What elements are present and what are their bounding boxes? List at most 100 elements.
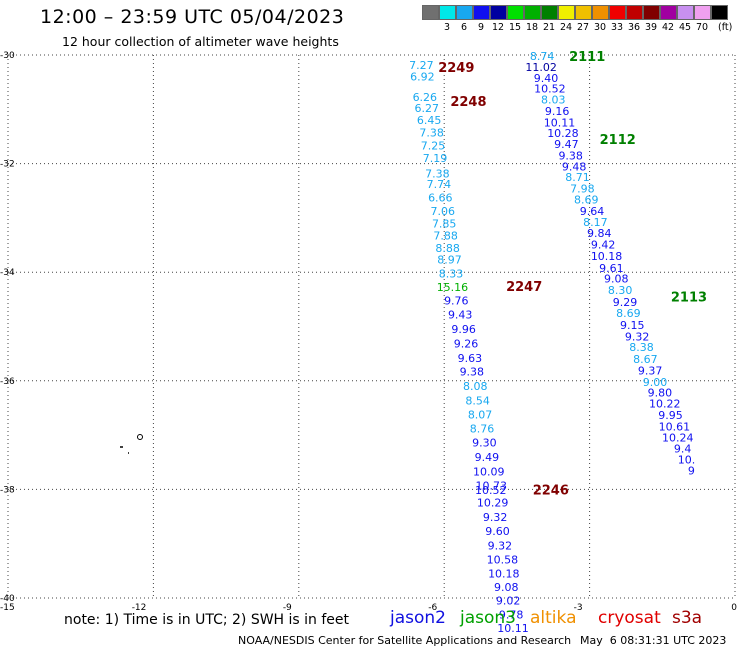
wave-height-value: 9.32 [625, 330, 650, 343]
wave-height-value: 9.38 [460, 366, 485, 379]
wave-height-value: 8.54 [465, 394, 490, 407]
lat-tick-label: -36 [0, 377, 15, 387]
wave-height-value: 9.4 [674, 443, 692, 456]
scale-swatch [541, 5, 558, 20]
pass-time-label: 2248 [450, 95, 486, 110]
wave-height-value: 8.38 [629, 341, 654, 354]
scale-label: 18 [525, 22, 539, 33]
credit-text: NOAA/NESDIS Center for Satellite Applica… [238, 634, 572, 647]
wave-height-value: 9.38 [558, 149, 583, 162]
wave-height-value: 10.52 [475, 484, 507, 497]
wave-height-value: 9.61 [599, 262, 624, 275]
wave-height-value: 9.32 [483, 511, 508, 524]
wave-height-value: 9.08 [604, 273, 629, 286]
satellite-jason2-label: jason2 [390, 608, 446, 628]
wave-height-value: 9.42 [591, 239, 616, 252]
wave-height-value: 10.52 [534, 83, 566, 96]
wave-height-value: 8.30 [608, 284, 633, 297]
scale-label: 30 [593, 22, 607, 33]
wave-height-value: 9.63 [458, 352, 483, 365]
wave-height-value: 9.96 [451, 323, 476, 336]
wave-height-value: 8.33 [439, 267, 464, 280]
wave-height-value: 10.18 [591, 250, 623, 263]
wave-height-value: 9.02 [496, 595, 521, 608]
wave-height-value: 9.47 [554, 138, 579, 151]
wave-height-value: 15.16 [437, 281, 469, 294]
satellite-altika-label: altika [530, 608, 577, 628]
wave-height-value: 9.84 [587, 227, 612, 240]
lat-tick-label: -40 [0, 594, 15, 604]
wave-height-value: 10.61 [659, 420, 691, 433]
wave-height-value: 9.64 [580, 205, 605, 218]
scale-label: 45 [678, 22, 692, 33]
pass-time-label: 2247 [506, 280, 542, 295]
wave-height-value: 7.74 [427, 178, 452, 191]
wave-height-value: 8.88 [435, 242, 460, 255]
wave-height-value: 10.73 [475, 480, 507, 493]
lat-tick-label: -38 [0, 485, 15, 495]
satellite-cryosat-label: cryosat [598, 608, 661, 628]
wave-height-value: 7.38 [419, 127, 444, 140]
lat-tick-label: -32 [0, 160, 15, 170]
wave-height-value: 7.88 [433, 229, 458, 242]
scale-label: 3 [443, 22, 451, 33]
pass-time-label: 2112 [600, 133, 636, 148]
wave-height-value: 9.80 [648, 387, 673, 400]
wave-height-value: 8.03 [541, 94, 566, 107]
wave-height-value: 10.11 [544, 116, 576, 129]
scale-swatch [609, 5, 626, 20]
scale-swatch [439, 5, 456, 20]
wave-height-value: 8.76 [470, 423, 495, 436]
wave-height-value: 9.48 [562, 160, 587, 173]
scale-swatch [422, 5, 439, 20]
wave-height-value: 8.69 [574, 193, 599, 206]
wave-height-value: 8.97 [437, 254, 462, 267]
wave-height-value: 6.27 [415, 102, 440, 115]
generation-timestamp: May 6 08:31:31 UTC 2023 [580, 634, 727, 647]
scale-label: 6 [460, 22, 468, 33]
scale-label: 33 [610, 22, 624, 33]
wave-height-value: 6.26 [413, 91, 438, 104]
scale-label: 12 [491, 22, 505, 33]
scale-swatch [711, 5, 728, 20]
wave-height-value: 9.60 [485, 525, 510, 538]
scale-swatch [592, 5, 609, 20]
wave-height-value: 10.29 [477, 496, 509, 509]
scale-label: 27 [576, 22, 590, 33]
wave-height-value: 8.07 [468, 408, 493, 421]
wave-height-value: 8.74 [530, 50, 555, 63]
scale-swatch [575, 5, 592, 20]
pass-time-label: 2249 [438, 61, 474, 76]
scale-swatch [507, 5, 524, 20]
scale-label: 39 [644, 22, 658, 33]
lon-tick-label: -9 [283, 603, 292, 613]
pass-time-label: 2111 [569, 50, 605, 65]
scale-label: 36 [627, 22, 641, 33]
wave-height-value: 9.08 [494, 581, 519, 594]
wave-height-value: 11.02 [525, 61, 557, 74]
wave-height-value: 9.40 [534, 72, 559, 85]
scale-swatch [643, 5, 660, 20]
pass-time-label: 2113 [671, 291, 707, 306]
wave-height-value: 9.95 [658, 409, 683, 422]
scale-swatch [626, 5, 643, 20]
scale-swatch [456, 5, 473, 20]
wave-height-value: 9.43 [448, 309, 473, 322]
satellite-jason3-label: jason3 [460, 608, 516, 628]
scale-swatch [694, 5, 711, 20]
wave-height-value: 8.69 [616, 307, 641, 320]
wave-height-value: 10.09 [473, 465, 505, 478]
wave-height-value: 10.18 [488, 568, 520, 581]
wave-height-value: 9.78 [499, 608, 524, 621]
satellite-s3a-label: s3a [672, 608, 703, 628]
lon-tick-label: -6 [428, 603, 437, 613]
wave-height-value: 6.45 [417, 114, 442, 127]
wave-height-value: 10.11 [497, 622, 529, 635]
wave-height-value: 9.15 [620, 319, 645, 332]
lat-tick-label: -34 [0, 268, 15, 278]
lat-tick-label: -30 [0, 51, 15, 61]
scale-label: 21 [542, 22, 556, 33]
wave-height-value: 9.37 [638, 364, 663, 377]
wave-height-value: 9.29 [613, 296, 638, 309]
